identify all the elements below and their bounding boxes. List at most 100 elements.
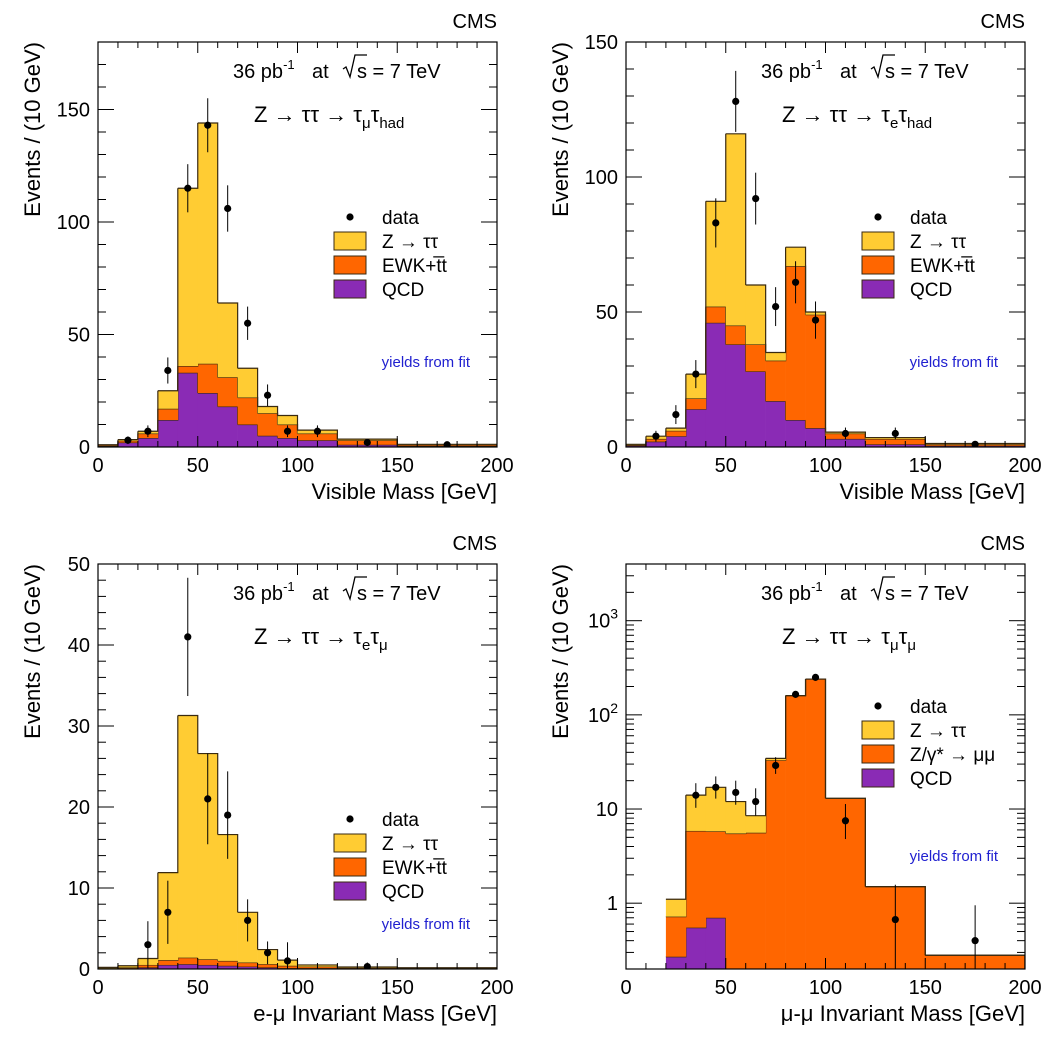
decay-channel: Z → ττ → τμτμ [782, 624, 916, 654]
channel-mid: τ [898, 102, 907, 127]
hist-bar [177, 188, 199, 366]
legend-swatch [861, 279, 895, 299]
legend-label: EWK+t̅t [382, 256, 448, 277]
hist-bar [785, 695, 806, 969]
data-point [692, 370, 700, 378]
y-tick-label: 100 [585, 167, 618, 189]
hist-bar [665, 956, 687, 969]
legend-label: QCD [382, 280, 424, 301]
legend-swatch [861, 231, 895, 251]
x-tick-label: 150 [909, 455, 942, 477]
y-tick-label: 30 [68, 716, 90, 738]
y-tick-label: 10 [596, 799, 618, 821]
data-point [891, 429, 899, 438]
x-tick-label: 100 [281, 455, 314, 477]
hist-bar [725, 133, 746, 326]
data-point [811, 673, 820, 681]
x-axis-title: μ-μ Invariant Mass [GeV] [781, 1001, 1025, 1026]
data-point [363, 438, 371, 447]
lumi-value: 36 pb [761, 583, 811, 605]
hist-bar [685, 398, 707, 410]
x-tick-label: 100 [281, 977, 314, 999]
energy-text: s = 7 TeV [357, 61, 441, 83]
data-point [692, 791, 700, 799]
energy-prefix: at [840, 583, 857, 605]
legend-label: QCD [910, 769, 952, 790]
x-tick-label: 0 [620, 977, 631, 999]
decay-channel: Z → ττ → τμτhad [254, 102, 404, 132]
energy-prefix: at [312, 583, 329, 605]
channel-main: Z → ττ → τ [254, 624, 362, 649]
x-tick-label: 0 [620, 455, 631, 477]
legend-label: Z/γ* → μμ [910, 745, 995, 766]
data-point [841, 817, 850, 825]
y-tick-label: 100 [57, 212, 90, 234]
legend-swatch [333, 857, 367, 877]
plot-area [626, 70, 1025, 447]
legend-swatch [333, 279, 367, 299]
hist-bar [765, 401, 786, 447]
data-point [752, 797, 760, 806]
data-point [204, 121, 212, 129]
x-tick-label: 150 [381, 977, 414, 999]
x-tick-label: 200 [480, 977, 513, 999]
x-axis-title: Visible Mass [GeV] [312, 479, 497, 504]
y-axis-title: Events / (10 GeV) [20, 42, 45, 217]
legend-swatch [861, 255, 895, 275]
y-tick-base: 1 [607, 893, 618, 915]
lumi-exponent: -1 [811, 579, 823, 594]
legend-swatch [333, 255, 367, 275]
energy-prefix: at [312, 61, 329, 83]
hist-bar [865, 438, 926, 445]
x-tick-label: 100 [809, 977, 842, 999]
hist-bar [237, 962, 258, 967]
hist-bar [665, 436, 687, 447]
hist-bar [865, 444, 926, 447]
legend-label: data [382, 208, 419, 229]
x-axis: 0 50 100 150 200 [620, 564, 1042, 999]
data-point [971, 440, 979, 447]
y-axis-title: Events / (10 GeV) [548, 564, 573, 739]
x-tick-label: 100 [809, 455, 842, 477]
data-point [124, 436, 132, 444]
y-tick-label: 50 [68, 554, 90, 576]
hist-bar [217, 406, 238, 447]
hist-bar [177, 366, 199, 373]
experiment-label: CMS [453, 533, 497, 555]
y-tick-exponent: 3 [610, 606, 618, 622]
hist-bar [765, 760, 786, 969]
x-tick-label: 150 [381, 455, 414, 477]
stack-outline [98, 122, 497, 447]
luminosity-label: 36 pb-1 [761, 57, 823, 83]
y-tick-label: 40 [68, 635, 90, 657]
legend-swatch [861, 744, 895, 764]
stack-z- [98, 122, 497, 447]
channel-sub: μ [362, 115, 371, 132]
hist-bar [157, 964, 179, 969]
data-point [791, 278, 800, 286]
hist-bar [177, 715, 199, 958]
hist-bar [177, 964, 199, 969]
fit-note: yields from fit [910, 848, 999, 865]
data-point [263, 949, 272, 957]
sqrt-symbol [870, 54, 895, 80]
x-tick-label: 200 [480, 455, 513, 477]
legend-swatch [861, 768, 895, 788]
x-axis: 0 50 100 150 200 [92, 564, 514, 999]
legend-label: QCD [382, 882, 424, 903]
legend-marker [346, 213, 354, 221]
hist-bar [117, 965, 139, 968]
channel-main: Z → ττ → τ [254, 102, 362, 127]
hist-bar [157, 390, 179, 409]
hist-bar [745, 344, 766, 372]
energy-text: s = 7 TeV [885, 583, 969, 605]
energy-text: s = 7 TeV [885, 61, 969, 83]
x-axis-title: Visible Mass [GeV] [840, 479, 1025, 504]
x-tick-label: 0 [92, 455, 103, 477]
hist-bar [197, 123, 218, 364]
x-tick-label: 50 [187, 455, 209, 477]
y-tick-label: 1 [607, 893, 618, 915]
y-axis: 0 50 100 150 [57, 41, 497, 459]
hist-bar [197, 753, 218, 960]
hist-bar [177, 957, 199, 965]
